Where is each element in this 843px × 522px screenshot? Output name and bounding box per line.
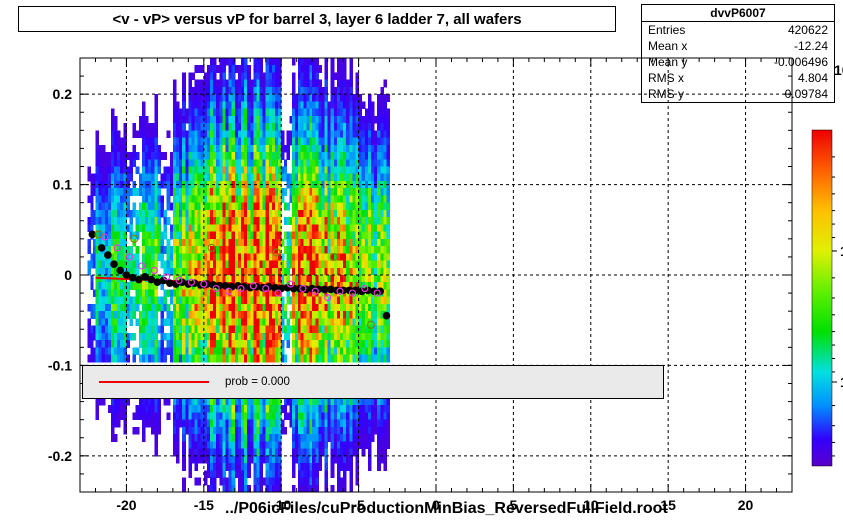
fit-legend-line (99, 381, 209, 383)
data-point (136, 276, 142, 282)
data-point (148, 276, 154, 282)
data-point (167, 280, 173, 286)
data-point (129, 275, 135, 281)
scatter-heatmap-plot: -20-15-10-505101520-0.2-0.100.10.2102101 (0, 0, 843, 522)
data-point (117, 267, 123, 273)
footer-path: ../P06icFiles/cuProductionMinBias_Revers… (225, 500, 668, 518)
data-point (321, 286, 327, 292)
y-tick-label: 0.1 (53, 177, 73, 193)
data-point (328, 286, 334, 292)
y-tick-label: 0 (64, 267, 72, 283)
y-tick-label: -0.2 (48, 448, 72, 464)
colorbar-label: 102 (834, 62, 843, 79)
fit-legend-text: prob = 0.000 (225, 376, 290, 388)
data-point (105, 252, 111, 258)
y-tick-label: -0.1 (48, 357, 72, 373)
x-tick-label: 20 (738, 497, 754, 513)
data-point (111, 261, 117, 267)
y-tick-label: 0.2 (53, 86, 73, 102)
x-tick-label: -15 (194, 497, 214, 513)
data-point (98, 245, 104, 251)
data-point (142, 274, 148, 280)
data-point (123, 272, 129, 278)
data-point (383, 312, 389, 318)
fit-legend: prob = 0.000 (82, 365, 664, 399)
data-point (154, 279, 160, 285)
x-tick-label: -20 (116, 497, 136, 513)
colorbar (812, 130, 832, 466)
